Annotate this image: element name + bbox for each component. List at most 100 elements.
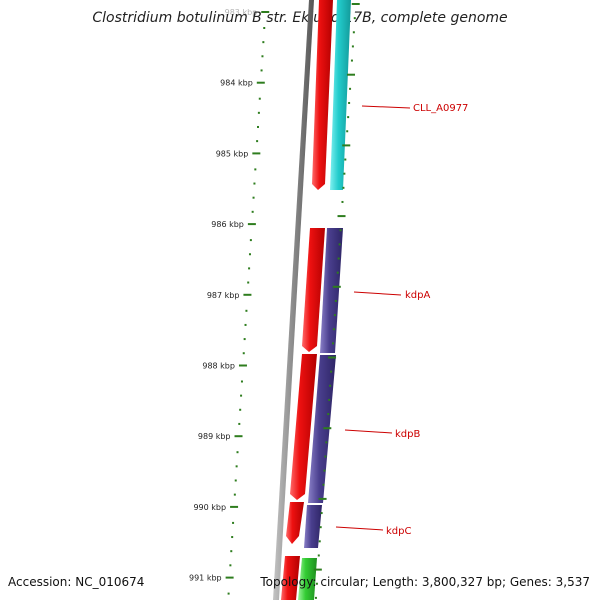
- outer-minor-tick: [330, 370, 333, 373]
- minor-tick: [251, 210, 254, 213]
- minor-tick: [233, 493, 236, 496]
- gene-feature-kdpa[interactable]: [302, 228, 325, 352]
- outer-minor-tick: [339, 229, 342, 232]
- outer-minor-tick: [336, 271, 339, 274]
- outer-major-tick: [313, 568, 322, 571]
- gene-feature-kdpc[interactable]: [286, 502, 304, 544]
- minor-tick: [234, 479, 237, 482]
- minor-tick: [242, 352, 245, 355]
- tick-label: 988 kbp: [202, 362, 235, 371]
- outer-minor-tick: [344, 158, 347, 161]
- tick-label: 984 kbp: [220, 79, 253, 88]
- outer-minor-tick: [319, 526, 322, 529]
- outer-minor-tick: [338, 243, 341, 246]
- reverse-feature-green[interactable]: [298, 558, 317, 600]
- leader-line-kdpa: [353, 291, 402, 296]
- tick-label: 987 kbp: [207, 291, 240, 300]
- minor-tick: [238, 422, 241, 425]
- minor-tick: [257, 125, 260, 128]
- leader-line-cll-a0977: [361, 105, 411, 109]
- outer-minor-tick: [324, 455, 327, 458]
- outer-minor-tick: [337, 257, 340, 260]
- minor-tick: [239, 408, 242, 411]
- outer-major-tick: [337, 215, 346, 218]
- minor-tick: [263, 27, 266, 29]
- minor-tick: [248, 267, 251, 270]
- minor-tick: [232, 521, 235, 524]
- genome-summary-text: Topology: circular; Length: 3,800,327 bp…: [260, 575, 590, 589]
- minor-tick: [258, 97, 261, 100]
- reverse-feature-purple-3[interactable]: [304, 505, 322, 548]
- outer-minor-tick: [331, 342, 334, 345]
- minor-tick: [245, 309, 248, 312]
- outer-minor-tick: [343, 172, 346, 175]
- outer-minor-tick: [351, 45, 354, 48]
- minor-tick: [243, 338, 246, 341]
- minor-tick: [252, 196, 255, 199]
- gene-label-kdpc[interactable]: kdpC: [386, 526, 411, 537]
- minor-tick: [262, 41, 265, 44]
- tick-label: 990 kbp: [193, 503, 226, 512]
- leader-line-kdpc: [335, 526, 384, 531]
- outer-minor-tick: [314, 596, 317, 599]
- minor-tick: [235, 465, 238, 468]
- outer-minor-tick: [318, 540, 321, 543]
- minor-tick: [261, 55, 264, 58]
- outer-minor-tick: [333, 314, 336, 317]
- tick-label: 989 kbp: [198, 432, 231, 441]
- outer-minor-tick: [315, 582, 318, 585]
- outer-major-tick: [323, 427, 332, 430]
- outer-minor-tick: [350, 59, 353, 62]
- outer-minor-tick: [342, 186, 345, 189]
- tick-label: 985 kbp: [216, 149, 249, 158]
- outer-minor-tick: [349, 87, 352, 90]
- minor-tick: [253, 182, 256, 185]
- gene-label-kdpb[interactable]: kdpB: [395, 429, 420, 440]
- outer-minor-tick: [325, 441, 328, 444]
- outer-minor-tick: [352, 31, 355, 34]
- minor-tick: [248, 253, 251, 256]
- gene-feature-cll-a0977[interactable]: [312, 0, 333, 190]
- position-ticks: 983 kbp 984 kbp 985 kbp 986 kbp 987 kbp 988 k…: [189, 8, 270, 595]
- outer-minor-tick: [332, 328, 335, 331]
- minor-tick: [240, 380, 243, 383]
- reverse-feature-purple-1[interactable]: [320, 228, 343, 353]
- accession-text: Accession: NC_010674: [8, 575, 145, 589]
- minor-tick: [240, 394, 243, 397]
- outer-minor-tick: [346, 130, 349, 133]
- genome-backbone: [273, 0, 314, 600]
- minor-tick: [229, 564, 232, 567]
- tick-label: 986 kbp: [211, 220, 244, 229]
- minor-tick: [247, 281, 250, 284]
- outer-major-tick: [342, 144, 351, 147]
- tick-label: 991 kbp: [189, 574, 222, 583]
- outer-tick-marks: [313, 3, 360, 599]
- gene-feature-kdpb[interactable]: [290, 354, 317, 500]
- gene-label-kdpa[interactable]: kdpA: [405, 290, 430, 301]
- gene-label-group: CLL_A0977 kdpA kdpB kdpC: [335, 103, 468, 537]
- outer-minor-tick: [347, 116, 350, 119]
- minor-tick: [254, 168, 257, 171]
- outer-major-tick: [351, 3, 360, 5]
- outer-minor-tick: [320, 512, 323, 515]
- minor-tick: [244, 323, 247, 326]
- outer-minor-tick: [334, 299, 337, 302]
- gene-label-cll-a0977[interactable]: CLL_A0977: [413, 103, 468, 114]
- leader-line-kdpb: [344, 429, 393, 434]
- minor-tick: [260, 69, 263, 72]
- minor-tick: [256, 140, 259, 143]
- outer-major-tick: [318, 497, 327, 500]
- reverse-feature-purple-2[interactable]: [308, 355, 336, 503]
- minor-tick: [249, 239, 252, 242]
- outer-minor-tick: [353, 17, 356, 20]
- outer-minor-tick: [328, 398, 331, 401]
- outer-minor-tick: [348, 101, 351, 104]
- reverse-feature-cyan[interactable]: [330, 0, 351, 190]
- outer-major-tick: [332, 285, 341, 288]
- gene-feature-next[interactable]: [281, 556, 300, 600]
- outer-minor-tick: [323, 469, 326, 472]
- outer-major-tick: [346, 73, 355, 76]
- outer-minor-tick: [341, 200, 344, 203]
- outer-minor-tick: [322, 483, 325, 486]
